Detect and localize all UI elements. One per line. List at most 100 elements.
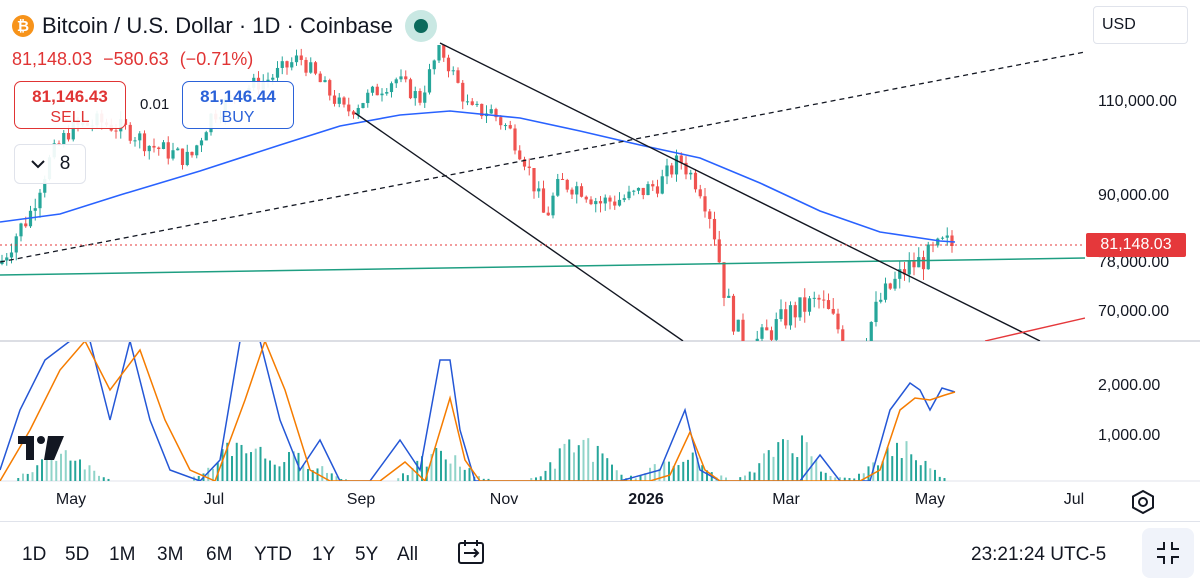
histogram-bar bbox=[74, 460, 77, 481]
last-price: 81,148.03 bbox=[12, 49, 93, 69]
channel-lower-line bbox=[354, 112, 684, 341]
candle-body bbox=[451, 70, 455, 72]
price-change-percent: (−0.71%) bbox=[179, 49, 254, 69]
range-3m[interactable]: 3M bbox=[157, 544, 184, 565]
histogram-bar bbox=[748, 471, 751, 481]
candle-body bbox=[841, 329, 845, 341]
market-status-icon[interactable] bbox=[404, 10, 437, 42]
buy-button[interactable]: 81,146.44 BUY bbox=[182, 81, 294, 129]
oscillator-axis-tick: 2,000.00 bbox=[1098, 377, 1161, 394]
candle-body bbox=[147, 145, 151, 152]
histogram-bar bbox=[577, 445, 580, 481]
candle-body bbox=[722, 262, 726, 298]
indicators-toggle-button[interactable]: 8 bbox=[14, 144, 86, 184]
price-chart[interactable] bbox=[0, 0, 1200, 521]
candle-body bbox=[940, 237, 945, 239]
candle-body bbox=[413, 91, 417, 99]
range-6m[interactable]: 6M bbox=[206, 544, 233, 565]
histogram-bar bbox=[834, 477, 837, 481]
candle-body bbox=[851, 345, 854, 351]
candle-body bbox=[446, 57, 451, 72]
range-1m[interactable]: 1M bbox=[109, 544, 136, 565]
candle-body bbox=[461, 82, 465, 102]
oscillator-histogram bbox=[0, 342, 956, 481]
candle-body bbox=[24, 223, 28, 227]
range-1d[interactable]: 1D bbox=[22, 544, 47, 565]
candle-body bbox=[385, 92, 389, 94]
tradingview-logo-icon bbox=[18, 436, 64, 465]
histogram-bar bbox=[563, 443, 566, 481]
collapse-icon bbox=[1157, 542, 1179, 564]
currency-selector[interactable]: USD bbox=[1093, 6, 1188, 44]
range-all[interactable]: All bbox=[397, 544, 419, 565]
candle-body bbox=[408, 79, 413, 99]
histogram-bar bbox=[444, 459, 447, 481]
fullscreen-exit-button[interactable] bbox=[1142, 528, 1194, 578]
histogram-bar bbox=[292, 451, 295, 481]
chevron-down-icon bbox=[30, 153, 46, 175]
histogram-bar bbox=[79, 459, 81, 481]
histogram-bar bbox=[558, 448, 561, 481]
histogram-bar bbox=[26, 473, 29, 481]
bottom-toolbar: 1D 5D 1M 3M 6M YTD 1Y 5Y All 23:21:24 UT… bbox=[0, 521, 1200, 582]
range-ytd[interactable]: YTD bbox=[254, 544, 292, 565]
candle-body bbox=[347, 104, 351, 112]
candle-body bbox=[608, 197, 612, 202]
histogram-bar bbox=[250, 452, 252, 481]
candle-body bbox=[66, 133, 71, 140]
histogram-bar bbox=[606, 458, 609, 481]
histogram-bar bbox=[36, 465, 39, 481]
histogram-bar bbox=[535, 477, 537, 481]
candle-body bbox=[489, 109, 493, 114]
histogram-bar bbox=[283, 462, 286, 481]
candle-body bbox=[665, 165, 669, 177]
candle-body bbox=[846, 343, 849, 345]
candle-body bbox=[204, 132, 208, 141]
calendar-range-icon[interactable] bbox=[457, 538, 487, 571]
histogram-bar bbox=[772, 456, 775, 481]
range-5y[interactable]: 5Y bbox=[355, 544, 379, 565]
histogram-bar bbox=[706, 470, 708, 481]
time-axis-tick: May bbox=[914, 491, 946, 508]
candle-body bbox=[594, 201, 598, 205]
histogram-bar bbox=[687, 459, 689, 481]
candle-body bbox=[817, 297, 821, 300]
histogram-bar bbox=[549, 462, 552, 481]
histogram-bar bbox=[69, 460, 72, 481]
histogram-bar bbox=[435, 447, 438, 481]
histogram-bar bbox=[468, 468, 471, 481]
time-axis-tick: Jul bbox=[203, 491, 225, 508]
chart-settings-icon[interactable] bbox=[1130, 489, 1156, 520]
histogram-bar bbox=[440, 450, 442, 481]
candle-body bbox=[622, 198, 626, 200]
histogram-bar bbox=[321, 466, 324, 481]
candle-body bbox=[679, 155, 683, 163]
candle-body bbox=[62, 133, 66, 145]
candle-body bbox=[271, 77, 275, 80]
clock-timezone[interactable]: 23:21:24 UTC-5 bbox=[971, 544, 1107, 565]
bitcoin-icon: ₿ bbox=[12, 15, 34, 37]
candle-body bbox=[651, 184, 655, 187]
histogram-bar bbox=[288, 452, 290, 481]
buy-label: BUY bbox=[221, 109, 255, 126]
chart-header: ₿ Bitcoin / U.S. Dollar · 1D · Coinbase bbox=[12, 8, 437, 44]
histogram-bar bbox=[406, 475, 409, 481]
candle-body bbox=[627, 191, 631, 199]
candle-body bbox=[632, 190, 636, 192]
histogram-bar bbox=[41, 459, 43, 481]
range-5d[interactable]: 5D bbox=[65, 544, 90, 565]
histogram-bar bbox=[910, 454, 913, 481]
candle-body bbox=[328, 80, 332, 96]
candle-body bbox=[636, 187, 641, 191]
histogram-bar bbox=[634, 478, 637, 481]
candle-body bbox=[290, 62, 294, 68]
histogram-bar bbox=[829, 475, 832, 481]
histogram-bar bbox=[881, 461, 884, 481]
histogram-bar bbox=[50, 458, 53, 481]
symbol-title[interactable]: Bitcoin / U.S. Dollar · 1D · Coinbase bbox=[42, 13, 393, 38]
histogram-bar bbox=[824, 472, 827, 481]
sell-button[interactable]: 81,146.43 SELL bbox=[14, 81, 126, 129]
histogram-bar bbox=[397, 478, 400, 481]
candle-body bbox=[831, 308, 835, 314]
range-1y[interactable]: 1Y bbox=[312, 544, 336, 565]
